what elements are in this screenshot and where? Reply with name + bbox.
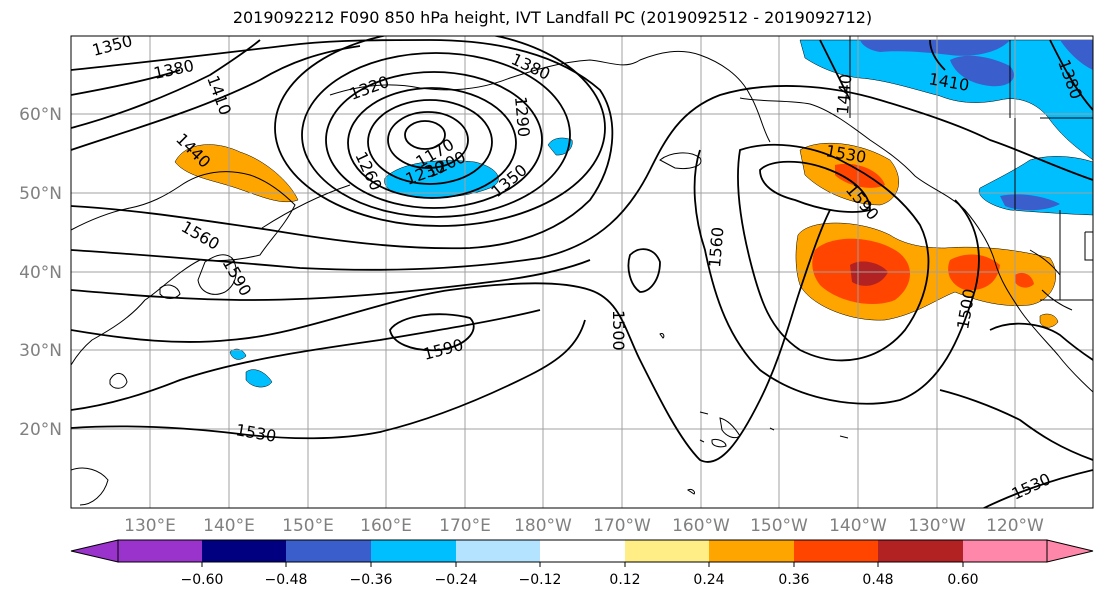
lon-tick-label: 170°E xyxy=(439,516,491,536)
height-contours xyxy=(71,36,1093,508)
lon-tick-label: 140°E xyxy=(203,516,255,536)
colorbar-tick-label: 0.48 xyxy=(862,572,893,588)
lon-tick-label: 130°W xyxy=(908,516,966,536)
colorbar-tick-label: −0.48 xyxy=(265,572,308,588)
colorbar-tick-label: −0.36 xyxy=(350,572,393,588)
colorbar-segment xyxy=(286,540,371,562)
map-frame xyxy=(70,35,1094,509)
colorbar-tick-label: 0.12 xyxy=(609,572,640,588)
lon-tick-label: 160°W xyxy=(672,516,730,536)
colorbar-tick-label: 0.24 xyxy=(693,572,724,588)
gridlines xyxy=(71,36,1093,508)
colorbar-segment xyxy=(456,540,540,562)
colorbar-segment xyxy=(963,540,1047,562)
lon-tick-label: 170°W xyxy=(593,516,651,536)
colorbar: −0.60 −0.48 −0.36 −0.24 −0.12 0.12 0.24 … xyxy=(70,539,1094,588)
lat-tick-label: 20°N xyxy=(19,420,62,440)
colorbar-tick-label: −0.24 xyxy=(435,572,478,588)
lon-tick-label: 160°E xyxy=(360,516,412,536)
colorbar-segment xyxy=(540,540,625,562)
colorbar-segment xyxy=(371,540,456,562)
colorbar-segment xyxy=(118,540,202,562)
colorbar-extend-high xyxy=(1046,539,1094,563)
colorbar-tick-label: −0.12 xyxy=(519,572,562,588)
lon-tick-label: 120°W xyxy=(986,516,1044,536)
colorbar-segment xyxy=(878,540,963,562)
lat-tick-label: 60°N xyxy=(19,105,62,125)
colorbar-segment xyxy=(709,540,794,562)
contour-label: 1500 xyxy=(609,310,628,351)
contour-label: 1560 xyxy=(705,226,727,268)
contour-label: 1440 xyxy=(833,73,855,115)
lon-tick-label: 180°W xyxy=(514,516,572,536)
colorbar-tick-label: 0.36 xyxy=(778,572,809,588)
lat-tick-label: 30°N xyxy=(19,341,62,361)
colorbar-tick-label: 0.60 xyxy=(947,572,978,588)
longitude-labels: 130°E 140°E 150°E 160°E 170°E 180°W 170°… xyxy=(124,516,1044,536)
colorbar-segment xyxy=(794,540,878,562)
lon-tick-label: 130°E xyxy=(124,516,176,536)
colorbar-tick-label: −0.60 xyxy=(181,572,224,588)
lat-tick-label: 50°N xyxy=(19,184,62,204)
lat-tick-label: 40°N xyxy=(19,263,62,283)
lon-tick-label: 140°W xyxy=(829,516,887,536)
figure-title: 2019092212 F090 850 hPa height, IVT Land… xyxy=(232,8,873,27)
lon-tick-label: 150°W xyxy=(750,516,808,536)
latitude-labels: 60°N 50°N 40°N 30°N 20°N xyxy=(19,105,62,440)
colorbar-extend-low xyxy=(70,539,119,563)
lon-tick-label: 150°E xyxy=(282,516,334,536)
contour-label: 1290 xyxy=(511,96,533,138)
colorbar-segment xyxy=(625,540,709,562)
colorbar-frame xyxy=(117,539,1048,563)
map-area: 1350 1380 1410 1440 1560 1590 1320 1380 … xyxy=(71,36,1093,508)
colorbar-segment xyxy=(202,540,286,562)
